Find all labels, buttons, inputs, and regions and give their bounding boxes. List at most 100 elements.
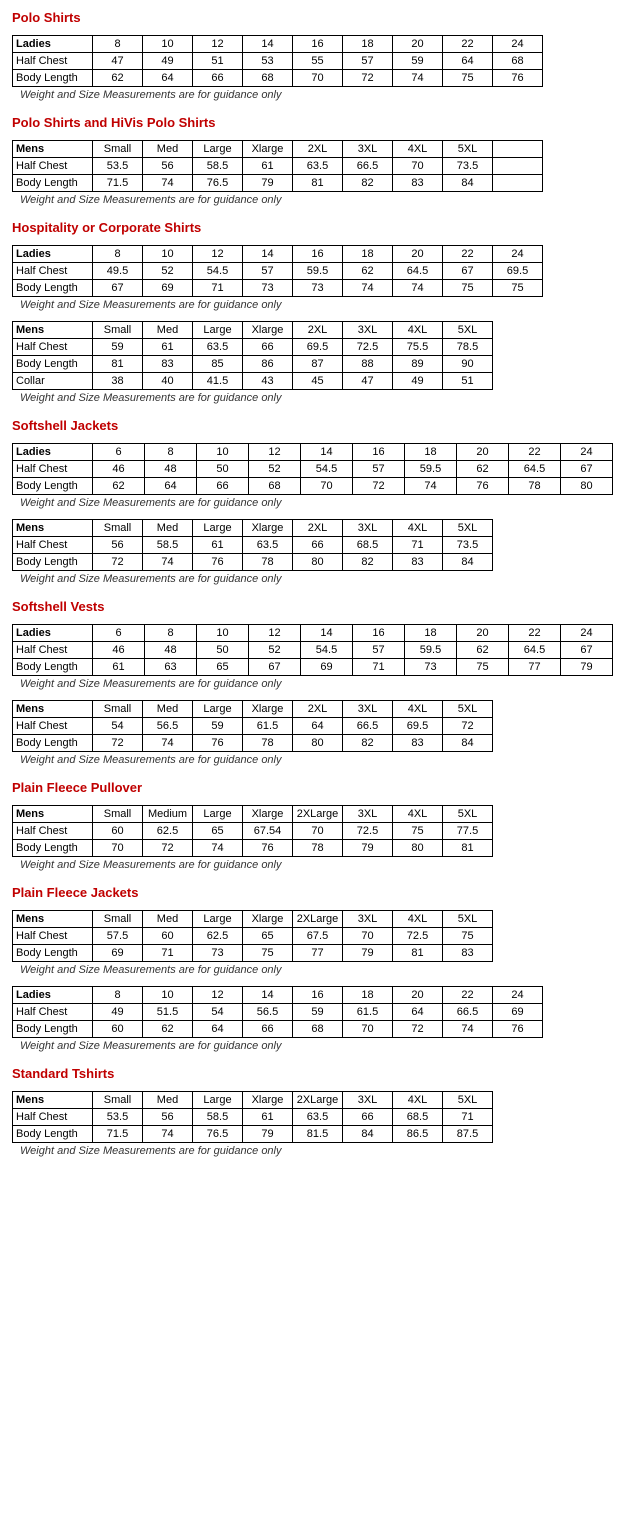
size-cell: 87.5 xyxy=(443,1126,493,1143)
size-cell: 10 xyxy=(143,987,193,1004)
size-cell: 83 xyxy=(393,175,443,192)
size-cell: 84 xyxy=(443,554,493,571)
size-table-block: MensSmallMedLargeXlarge2XL3XL4XL5XLHalf … xyxy=(12,519,625,585)
size-cell: 5XL xyxy=(443,911,493,928)
size-cell: 72.5 xyxy=(343,823,393,840)
size-cell: 10 xyxy=(143,246,193,263)
size-cell: 79 xyxy=(561,659,613,676)
size-cell: 76 xyxy=(243,840,293,857)
size-cell: 86.5 xyxy=(393,1126,443,1143)
size-cell: 73 xyxy=(293,280,343,297)
table-row: Half Chest4648505254.55759.56264.567 xyxy=(13,642,613,659)
size-cell: 67 xyxy=(561,461,613,478)
size-cell: 8 xyxy=(93,246,143,263)
table-row: Half Chest4648505254.55759.56264.567 xyxy=(13,461,613,478)
size-cell: 24 xyxy=(561,444,613,461)
size-cell: 62.5 xyxy=(143,823,193,840)
size-cell: 16 xyxy=(353,444,405,461)
size-chart-document: Polo ShirtsLadies81012141618202224Half C… xyxy=(12,10,625,1157)
row-label: Ladies xyxy=(13,625,93,642)
size-cell: 69 xyxy=(493,1004,543,1021)
size-cell: 2XL xyxy=(293,701,343,718)
size-cell: 41.5 xyxy=(193,373,243,390)
section-title: Hospitality or Corporate Shirts xyxy=(12,220,625,235)
size-cell: 10 xyxy=(143,36,193,53)
size-cell: Small xyxy=(93,520,143,537)
size-cell: 12 xyxy=(249,625,301,642)
size-cell: 61 xyxy=(93,659,145,676)
size-cell: 54.5 xyxy=(301,461,353,478)
size-cell: 83 xyxy=(393,554,443,571)
row-label: Body Length xyxy=(13,1126,93,1143)
table-row: Ladies81012141618202224 xyxy=(13,36,543,53)
size-cell: 20 xyxy=(393,987,443,1004)
table-row: Half Chest6062.56567.547072.57577.5 xyxy=(13,823,493,840)
size-cell: 81 xyxy=(93,356,143,373)
size-cell: 2XL xyxy=(293,322,343,339)
row-label: Mens xyxy=(13,806,93,823)
size-cell: 69.5 xyxy=(493,263,543,280)
size-cell: 83 xyxy=(443,945,493,962)
size-cell: 2XL xyxy=(293,520,343,537)
table-row: Body Length71.57476.57981.58486.587.5 xyxy=(13,1126,493,1143)
size-table: MensSmallMedLargeXlarge2XLarge3XL4XL5XLH… xyxy=(12,910,493,962)
size-cell: 6 xyxy=(93,444,145,461)
size-cell: 5XL xyxy=(443,701,493,718)
size-cell: 16 xyxy=(293,987,343,1004)
table-row: MensSmallMedLargeXlarge2XLarge3XL4XL5XL xyxy=(13,1092,493,1109)
table-row: Collar384041.54345474951 xyxy=(13,373,493,390)
size-cell: 8 xyxy=(145,444,197,461)
row-label: Ladies xyxy=(13,246,93,263)
size-cell: 82 xyxy=(343,554,393,571)
size-cell: 18 xyxy=(405,444,457,461)
size-table-block: Ladies81012141618202224Half Chest4749515… xyxy=(12,35,625,101)
size-cell: 65 xyxy=(193,823,243,840)
size-cell: 10 xyxy=(197,444,249,461)
size-cell: 77 xyxy=(293,945,343,962)
size-cell: 76.5 xyxy=(193,175,243,192)
size-cell: Med xyxy=(143,322,193,339)
size-cell: 18 xyxy=(343,246,393,263)
size-table: Ladies681012141618202224Half Chest464850… xyxy=(12,443,613,495)
size-cell: 56.5 xyxy=(243,1004,293,1021)
size-cell: 74 xyxy=(393,280,443,297)
table-row: Body Length606264666870727476 xyxy=(13,1021,543,1038)
table-row: MensSmallMediumLargeXlarge2XLarge3XL4XL5… xyxy=(13,806,493,823)
row-label: Mens xyxy=(13,141,93,158)
size-cell: 71.5 xyxy=(93,175,143,192)
size-cell: 61 xyxy=(243,1109,293,1126)
size-cell: 14 xyxy=(301,444,353,461)
size-cell: 64.5 xyxy=(509,461,561,478)
size-cell: 8 xyxy=(145,625,197,642)
size-cell: 56 xyxy=(93,537,143,554)
row-label: Body Length xyxy=(13,659,93,676)
size-table: MensSmallMedLargeXlarge2XL3XL4XL5XLHalf … xyxy=(12,140,543,192)
guidance-note: Weight and Size Measurements are for gui… xyxy=(20,678,625,690)
guidance-note: Weight and Size Measurements are for gui… xyxy=(20,299,625,311)
size-cell: 71 xyxy=(353,659,405,676)
size-cell: 60 xyxy=(93,823,143,840)
size-cell: 73.5 xyxy=(443,537,493,554)
size-table-block: MensSmallMedLargeXlarge2XL3XL4XL5XLHalf … xyxy=(12,700,625,766)
size-cell: 79 xyxy=(343,840,393,857)
size-cell: 70 xyxy=(393,158,443,175)
size-cell: 14 xyxy=(243,987,293,1004)
size-cell: 82 xyxy=(343,735,393,752)
size-cell: Large xyxy=(193,520,243,537)
size-cell: 22 xyxy=(443,246,493,263)
size-cell: 74 xyxy=(193,840,243,857)
size-table: Ladies81012141618202224Half Chest4951.55… xyxy=(12,986,543,1038)
size-cell: Small xyxy=(93,806,143,823)
size-cell: 75 xyxy=(393,823,443,840)
row-label: Half Chest xyxy=(13,642,93,659)
size-cell: 76 xyxy=(193,735,243,752)
size-cell: 3XL xyxy=(343,911,393,928)
size-cell: 64 xyxy=(443,53,493,70)
size-cell: 84 xyxy=(443,735,493,752)
size-cell: 24 xyxy=(493,246,543,263)
table-row: MensSmallMedLargeXlarge2XL3XL4XL5XL xyxy=(13,322,493,339)
size-cell: 61 xyxy=(193,537,243,554)
size-cell: 64.5 xyxy=(393,263,443,280)
size-cell: 72 xyxy=(93,554,143,571)
size-cell: 82 xyxy=(343,175,393,192)
